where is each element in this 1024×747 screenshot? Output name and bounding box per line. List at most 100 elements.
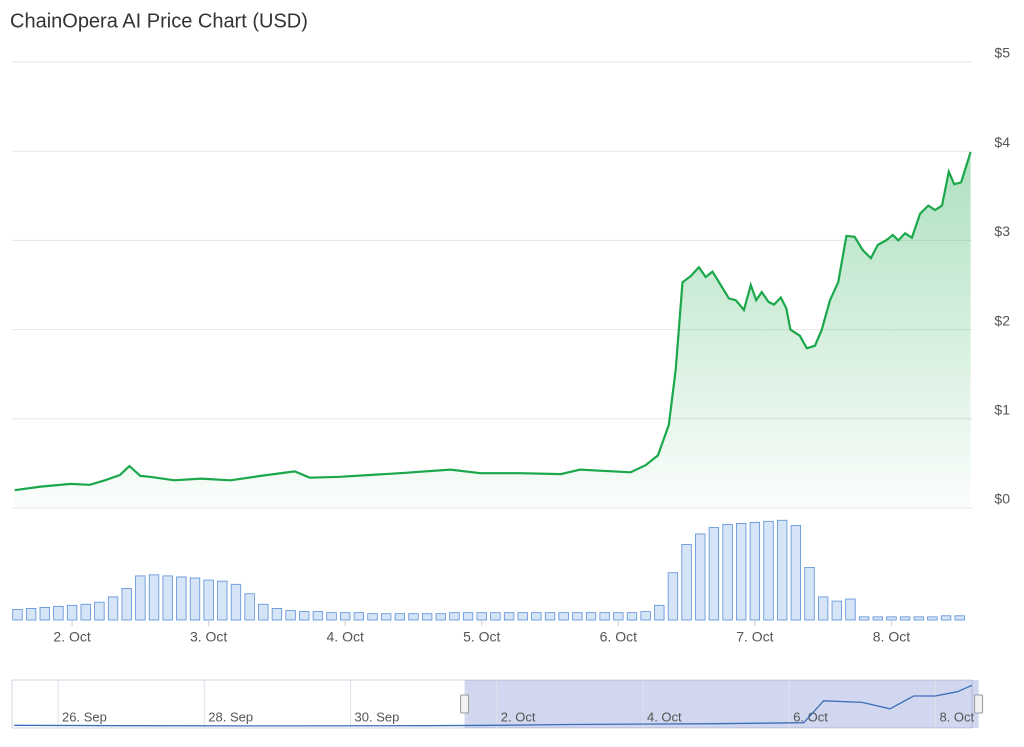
volume-bar	[599, 612, 610, 621]
volume-bar	[940, 615, 952, 621]
volume-bar	[449, 612, 460, 621]
volume-bar	[12, 609, 23, 621]
volume-bar	[107, 596, 119, 621]
volume-bar	[476, 612, 487, 621]
x-tick-label: 4. Oct	[327, 629, 364, 645]
volume-bar	[285, 610, 296, 621]
volume-bar	[503, 612, 515, 621]
navigator-tick-label: 2. Oct	[501, 709, 536, 724]
volume-bar	[845, 598, 856, 621]
volume-bar	[394, 613, 406, 621]
volume-bar	[531, 612, 542, 621]
navigator-tick-label: 26. Sep	[62, 709, 107, 724]
volume-bar	[640, 611, 651, 621]
volume-bar	[162, 575, 173, 621]
volume-bar	[954, 615, 965, 621]
navigator-line	[14, 684, 973, 727]
volume-bar	[271, 608, 283, 621]
volume-bar	[777, 519, 788, 621]
volume-bar	[722, 524, 733, 621]
y-tick-label: $4	[994, 134, 1010, 150]
volume-bar	[913, 616, 924, 621]
navigator-tick-label: 30. Sep	[355, 709, 400, 724]
y-tick-label: $5	[994, 45, 1010, 61]
volume-bar	[421, 613, 433, 621]
volume-bar	[380, 613, 392, 621]
volume-bar	[203, 579, 214, 621]
chart-title: ChainOpera AI Price Chart (USD)	[10, 10, 308, 32]
volume-bar	[790, 525, 802, 621]
x-tick-label: 2. Oct	[53, 629, 90, 645]
volume-bar	[899, 616, 911, 621]
volume-bar	[94, 601, 105, 621]
x-tick-label: 8. Oct	[873, 629, 910, 645]
navigator-tick-label: 4. Oct	[647, 709, 682, 724]
navigator-handle	[460, 694, 470, 714]
volume-bar	[626, 612, 638, 621]
volume-bar	[80, 603, 91, 621]
volume-bar	[695, 533, 706, 621]
volume-bar	[135, 575, 146, 621]
y-tick-label: $3	[994, 223, 1010, 239]
volume-bar	[121, 588, 132, 621]
volume-bar	[558, 612, 569, 621]
volume-bar	[654, 604, 665, 621]
volume-bar	[490, 612, 501, 621]
volume-bar	[872, 616, 883, 621]
volume-bar	[817, 596, 829, 621]
volume-bar	[749, 521, 761, 621]
x-tick-label: 3. Oct	[190, 629, 227, 645]
x-tick-label: 7. Oct	[736, 629, 773, 645]
x-tick-label: 6. Oct	[600, 629, 637, 645]
navigator-tick-label: 28. Sep	[208, 709, 253, 724]
volume-bar	[613, 612, 624, 621]
volume-bar	[39, 607, 50, 621]
volume-bar	[176, 576, 187, 621]
navigator-tick-label: 8. Oct	[939, 709, 974, 724]
volume-bar	[25, 608, 37, 621]
volume-bar	[258, 603, 269, 621]
price-line	[14, 151, 972, 492]
y-tick-label: $2	[994, 312, 1010, 328]
volume-bar	[353, 612, 365, 621]
volume-bar	[544, 612, 556, 621]
volume-bar	[326, 612, 337, 621]
volume-bar	[435, 613, 446, 621]
volume-bar	[708, 527, 720, 621]
volume-bar	[736, 523, 747, 621]
y-tick-label: $1	[994, 402, 1010, 418]
volume-bar	[408, 613, 419, 621]
volume-bar	[681, 544, 692, 621]
volume-bar	[340, 612, 351, 621]
volume-bar	[831, 600, 842, 621]
navigator-selection	[464, 680, 979, 728]
volume-bar	[367, 613, 378, 621]
x-tick-label: 5. Oct	[463, 629, 500, 645]
volume-bar	[585, 612, 597, 621]
volume-bar	[230, 583, 242, 621]
navigator-handle	[974, 694, 984, 714]
volume-bar	[312, 611, 324, 621]
volume-bar	[927, 616, 938, 621]
navigator-tick-label: 6. Oct	[793, 709, 828, 724]
y-tick-label: $0	[994, 491, 1010, 507]
volume-bar	[858, 616, 870, 621]
navigator-frame	[11, 679, 973, 729]
volume-bar	[804, 567, 815, 621]
volume-bar	[462, 612, 474, 621]
price-area	[14, 152, 971, 508]
volume-bar	[886, 616, 897, 621]
volume-bar	[53, 605, 64, 621]
volume-bar	[299, 611, 310, 621]
volume-bar	[148, 574, 160, 621]
volume-bar	[763, 520, 774, 621]
volume-bar	[66, 604, 78, 621]
volume-bar	[217, 580, 228, 621]
volume-bar	[667, 572, 679, 621]
volume-bar	[572, 612, 583, 621]
volume-bar	[244, 593, 255, 621]
volume-bar	[517, 612, 528, 621]
volume-bar	[189, 577, 201, 621]
